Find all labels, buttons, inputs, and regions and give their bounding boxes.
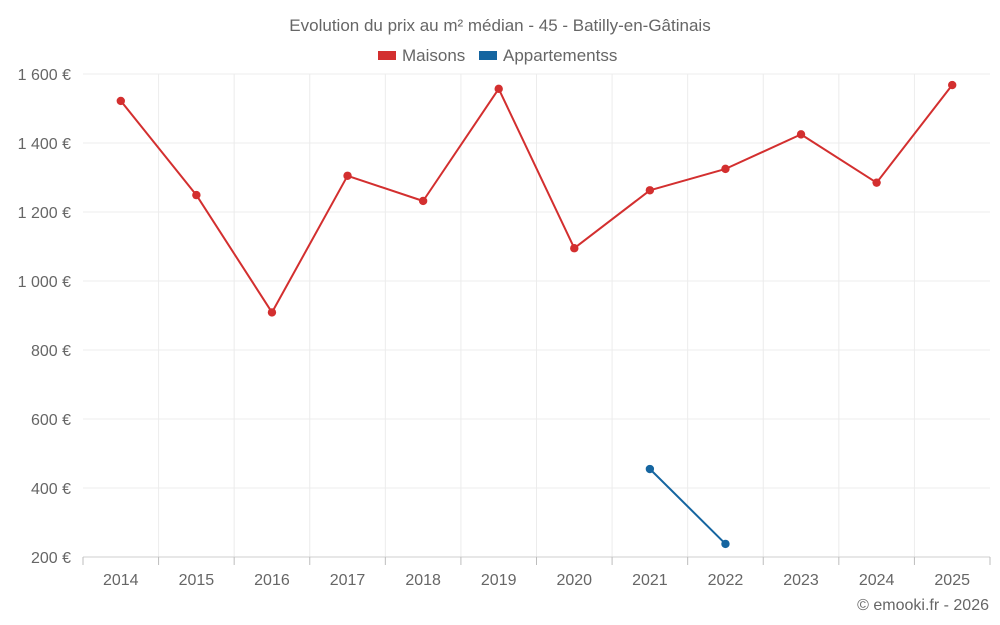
data-point[interactable] xyxy=(267,308,277,317)
data-point[interactable] xyxy=(192,190,201,200)
legend-label: Maisons xyxy=(402,46,465,65)
series-line xyxy=(119,84,954,314)
data-point[interactable] xyxy=(418,196,428,206)
y-tick-label: 1 200 € xyxy=(18,205,71,222)
x-tick-label: 2022 xyxy=(708,572,744,589)
x-tick-label: 2023 xyxy=(783,572,819,589)
data-point[interactable] xyxy=(116,96,125,106)
data-point[interactable] xyxy=(343,171,352,180)
legend-item-maisons[interactable]: Maisons xyxy=(378,46,465,65)
legend: Maisons Appartementss xyxy=(378,46,617,65)
x-tick-label: 2018 xyxy=(405,572,441,589)
chart-title: Evolution du prix au m² médian - 45 - Ba… xyxy=(289,16,710,35)
credit-label: © emooki.fr - 2026 xyxy=(857,597,989,614)
x-tick-label: 2015 xyxy=(179,572,215,589)
legend-swatch xyxy=(378,51,396,60)
data-point[interactable] xyxy=(872,178,881,187)
series-maisons xyxy=(116,80,957,317)
legend-item-appartementss[interactable]: Appartementss xyxy=(479,46,617,65)
series-line xyxy=(648,468,727,545)
data-point[interactable] xyxy=(570,244,579,253)
y-tick-label: 400 € xyxy=(31,481,71,498)
x-tick-label: 2021 xyxy=(632,572,668,589)
data-point[interactable] xyxy=(948,80,957,90)
plot-area: 200 € 400 € 600 € 800 € 1 000 € 1 200 € 1 400 … xyxy=(18,67,991,589)
legend-label: Appartementss xyxy=(503,46,617,65)
x-tick-label: 2024 xyxy=(859,572,895,589)
x-tick-label: 2014 xyxy=(103,572,139,589)
x-tick-label: 2020 xyxy=(556,572,592,589)
y-tick-label: 200 € xyxy=(31,550,71,567)
x-tick-label: 2025 xyxy=(934,572,970,589)
x-tick-label: 2016 xyxy=(254,572,290,589)
y-tick-label: 800 € xyxy=(31,343,71,360)
y-tick-label: 1 600 € xyxy=(18,67,71,84)
data-point[interactable] xyxy=(721,539,730,549)
y-tick-label: 1 000 € xyxy=(18,274,71,291)
data-point[interactable] xyxy=(645,464,655,474)
legend-swatch xyxy=(479,51,497,60)
series-appartementss xyxy=(645,464,730,549)
data-point[interactable] xyxy=(796,130,806,139)
x-tick-label: 2017 xyxy=(330,572,366,589)
x-tick-label: 2019 xyxy=(481,572,517,589)
y-tick-label: 1 400 € xyxy=(18,136,71,153)
data-point[interactable] xyxy=(721,164,730,174)
data-point[interactable] xyxy=(645,186,655,195)
data-point[interactable] xyxy=(494,84,503,94)
y-tick-label: 600 € xyxy=(31,412,71,429)
